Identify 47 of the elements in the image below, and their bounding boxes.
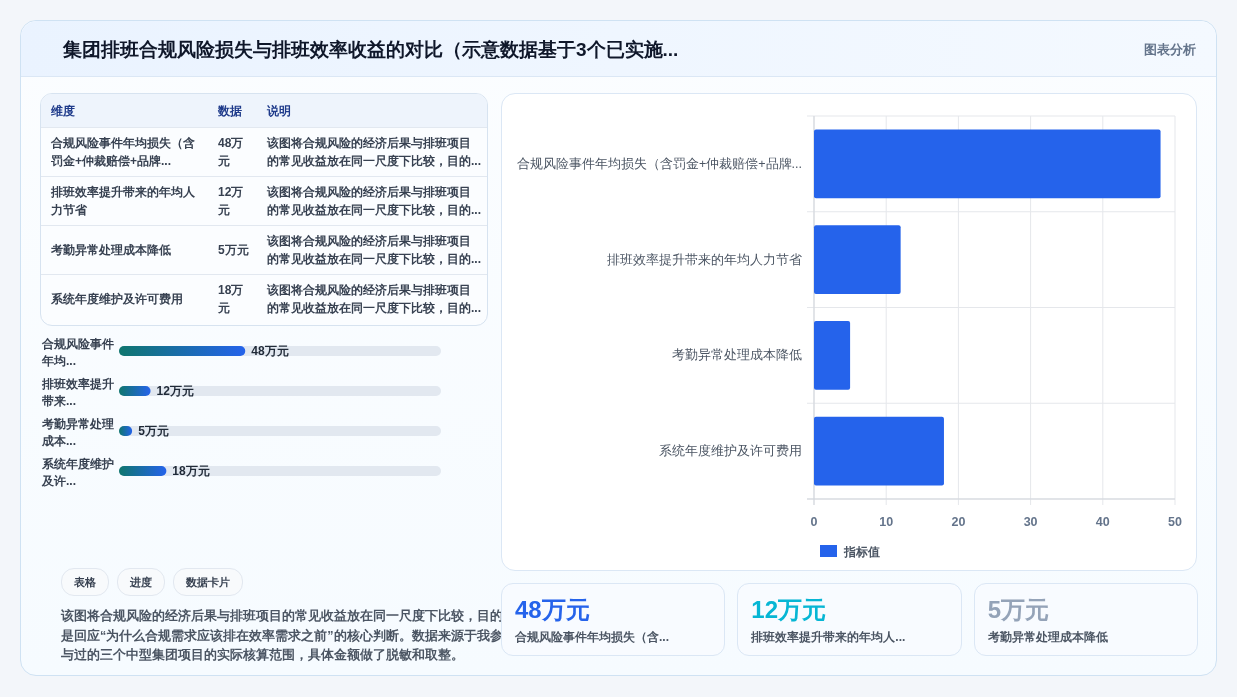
- y-tick-label: 考勤异常处理成本...: [41, 417, 114, 448]
- x-tick-label: 0: [810, 515, 818, 529]
- text: 48万元: [515, 596, 590, 623]
- x-tick-label: 10: [879, 515, 894, 529]
- text: 数据: [208, 94, 257, 128]
- x-tick-label: 30: [1023, 515, 1038, 529]
- category-label: 排班效率提升带来的年均人...: [751, 629, 906, 646]
- data-label: 12万元: [156, 384, 194, 398]
- bar: [814, 320, 851, 390]
- bar: [814, 129, 1161, 199]
- data-label: 48万元: [251, 344, 289, 358]
- y-tick-label: 系统年度维护及许可费用: [659, 443, 802, 459]
- data-label: 5万元: [138, 424, 169, 438]
- text: 该图将合规风险的经济后果与排班项目的常见收益放在同一尺度下比较，目的...: [257, 274, 487, 323]
- y-tick-label: 排班效率提升带来...: [41, 377, 114, 408]
- bar: [119, 466, 167, 476]
- x-tick-label: 40: [1095, 515, 1110, 529]
- y-tick-label: 考勤异常处理成本降低: [672, 348, 802, 363]
- y-tick-label: 系统年度维护及许...: [41, 457, 114, 488]
- text: 18万元: [218, 283, 244, 315]
- x-tick-label: 50: [1168, 515, 1182, 529]
- text: 5万元: [218, 243, 249, 257]
- text: 12万元: [218, 185, 244, 217]
- text: 5万元: [987, 596, 1050, 623]
- y-tick-label: 合规风险事件年均损失（含罚金+仲裁赔偿+品牌...: [516, 156, 802, 171]
- text: 说明: [257, 94, 487, 128]
- text: 维度: [41, 94, 208, 128]
- text: 表格: [61, 568, 109, 596]
- bar: [814, 225, 901, 295]
- text: 集团排班合规风险损失与排班效率收益的对比（示意数据基于3个已实施...: [63, 38, 679, 62]
- y-tick-label: 合规风险事件年均...: [41, 337, 114, 368]
- text: 数据卡片: [173, 568, 243, 596]
- y-tick-label: 排班效率提升带来的年均人力节省: [607, 251, 802, 267]
- x-tick-label: 20: [951, 515, 966, 529]
- text: 48万元: [218, 136, 244, 168]
- text: 图表分析: [1144, 41, 1196, 59]
- category-label: 合规风险事件年均损失（含...: [515, 629, 670, 646]
- text: 该图将合规风险的经济后果与排班项目的常见收益放在同一尺度下比较，目的...: [257, 225, 487, 275]
- text: 该图将合规风险的经济后果与排班项目的常见收益放在同一尺度下比较，目的...: [257, 176, 487, 226]
- text: 12万元: [751, 596, 827, 623]
- text: 该图将合规风险的经济后果与排班项目的常见收益放在同一尺度下比较，目的...: [257, 127, 487, 177]
- text: 进度: [117, 568, 165, 596]
- category-label: 考勤异常处理成本降低: [987, 629, 1108, 646]
- data-label: 18万元: [172, 464, 210, 478]
- bar: [119, 386, 151, 396]
- legend-label: 指标值: [843, 544, 880, 559]
- bar: [814, 416, 944, 486]
